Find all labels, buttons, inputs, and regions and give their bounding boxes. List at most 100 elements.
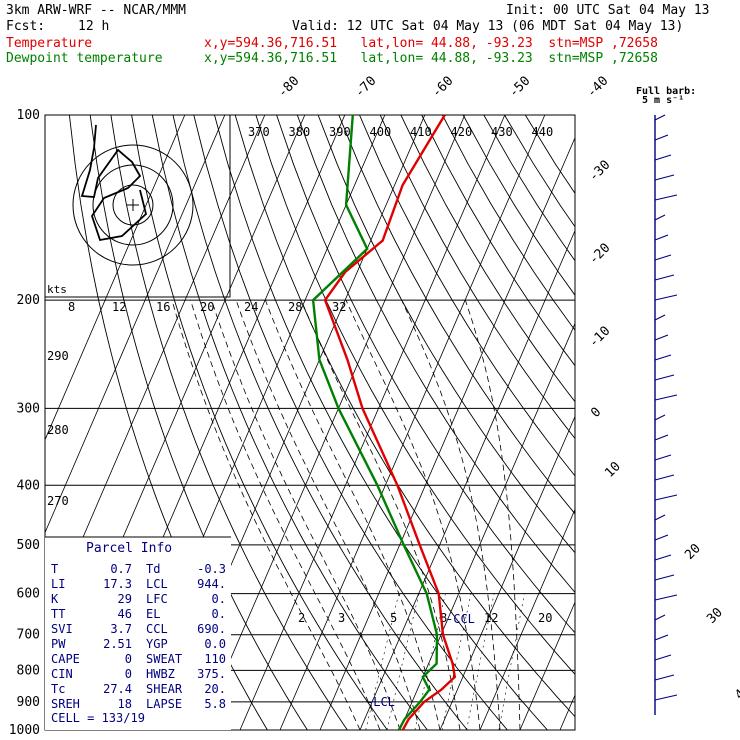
parcel-label: SHEAR [146, 682, 183, 696]
parcel-label: LI [51, 577, 65, 591]
wind-barb [654, 394, 678, 401]
parcel-value: 375. [197, 667, 226, 681]
dewpoint-location: x,y=594.36,716.51 lat,lon= 44.88, -93.23… [204, 51, 658, 66]
parcel-label: LCL [146, 577, 168, 591]
parcel-label: EL [146, 607, 160, 621]
init-time: Init: 00 UTC Sat 04 May 13 [506, 3, 710, 18]
isotherm-label: 30 [704, 605, 726, 627]
wind-barb [654, 134, 669, 141]
mixing-ratio-label: 20 [538, 611, 552, 625]
parcel-label: LAPSE [146, 697, 182, 711]
wind-barb [654, 154, 672, 161]
moist-adiabat [300, 299, 461, 730]
theta-label: 370 [248, 125, 270, 139]
dry-adiabat [504, 115, 575, 228]
pressure-axis: 100 200 300 400 500 600 700 800 900 1000 [9, 108, 40, 738]
isotherm-line [45, 115, 186, 441]
isotherm-line [239, 115, 506, 730]
isotherm-label: -50 [506, 74, 533, 101]
wind-barb [654, 654, 672, 661]
pressure-label: 200 [17, 293, 40, 308]
parcel-label: YGP [146, 637, 168, 651]
parcel-info-rows: T 0.7 Td -0.3 LI 17.3 LCL 944. K 29 LFC 0. TT 46 EL 0. S… [51, 562, 226, 711]
mixing-ratio-label: 2 [298, 611, 305, 625]
parcel-label: T [51, 562, 58, 576]
temperature-location: x,y=594.36,716.51 lat,lon= 44.88, -93.23… [204, 36, 658, 51]
hodograph-unit: kts [47, 283, 67, 296]
sounding-profiles [311, 115, 457, 730]
dry-adiabat [172, 115, 468, 730]
wind-barb [654, 594, 678, 601]
pressure-label: 1000 [9, 723, 40, 738]
temperature-profile [323, 115, 457, 730]
parcel-label: CIN [51, 667, 73, 681]
parcel-label: SVI [51, 622, 73, 636]
parcel-label: PW [51, 637, 66, 651]
hodograph-speed-label: 20 [200, 300, 214, 314]
isotherm-label: -30 [586, 158, 613, 185]
hodograph-speed-label: 16 [156, 300, 170, 314]
dry-adiabat-label: 280 [47, 423, 69, 437]
wind-barb [654, 274, 675, 281]
wind-barb [654, 614, 666, 621]
wind-barb [654, 534, 669, 541]
wind-barb [654, 314, 666, 321]
theta-label: 440 [532, 125, 554, 139]
pressure-label: 800 [17, 663, 40, 678]
parcel-label: HWBZ [146, 667, 175, 681]
dry-adiabat [442, 115, 575, 331]
dry-adiabat [317, 115, 575, 554]
parcel-label: SWEAT [146, 652, 182, 666]
forecast-label: Fcst: [6, 19, 46, 34]
parcel-label: CAPE [51, 652, 80, 666]
barb-legend-title: Full barb: [636, 86, 696, 97]
dry-adiabat-label: 270 [47, 494, 69, 508]
wind-barb [654, 374, 675, 381]
dry-adiabat [421, 115, 575, 367]
parcel-value: 20. [204, 682, 226, 696]
parcel-value: 18 [118, 697, 132, 711]
isotherm-line [45, 115, 266, 627]
isotherm-label: -40 [584, 74, 611, 101]
dry-adiabat [255, 115, 575, 675]
parcel-value: 17.3 [103, 577, 132, 591]
parcel-value: 110 [204, 652, 226, 666]
parcel-value: 0. [212, 592, 226, 606]
dry-adiabat [296, 115, 575, 594]
hodograph [44, 114, 231, 298]
parcel-label: TT [51, 607, 65, 621]
hodograph-speed-label: 12 [112, 300, 126, 314]
mixing-ratio-line [498, 593, 525, 730]
wind-barb [654, 554, 672, 561]
isotherm-line [279, 115, 546, 730]
theta-label: 420 [451, 125, 473, 139]
isotherm-label: -70 [352, 74, 379, 101]
wind-barb [654, 174, 675, 181]
wind-barb [654, 434, 669, 441]
dry-adiabat [110, 115, 348, 730]
isotherm-line [479, 508, 575, 730]
parcel-value: 46 [118, 607, 132, 621]
isotherm-line [319, 136, 575, 730]
dry-adiabat [193, 115, 508, 730]
parcel-label: LFC [146, 592, 168, 606]
theta-label: 430 [491, 125, 513, 139]
wind-barb [654, 574, 675, 581]
wind-barb [654, 214, 666, 221]
moist-adiabat [235, 299, 421, 730]
theta-label: 380 [289, 125, 311, 139]
mixing-ratio-line [386, 593, 420, 730]
hodograph-trace [80, 124, 148, 242]
wind-barb [654, 254, 672, 261]
parcel-value: 0.0 [204, 637, 226, 651]
parcel-value: 0. [212, 607, 226, 621]
parcel-value: 0 [125, 667, 132, 681]
moist-adiabat [464, 299, 521, 730]
parcel-label: Tc [51, 682, 65, 696]
dry-adiabat [151, 115, 428, 730]
wind-barb [654, 194, 678, 201]
dry-adiabat [234, 115, 575, 718]
pressure-label: 500 [17, 538, 40, 553]
valid-time: Valid: 12 UTC Sat 04 May 13 (06 MDT Sat … [292, 19, 684, 34]
